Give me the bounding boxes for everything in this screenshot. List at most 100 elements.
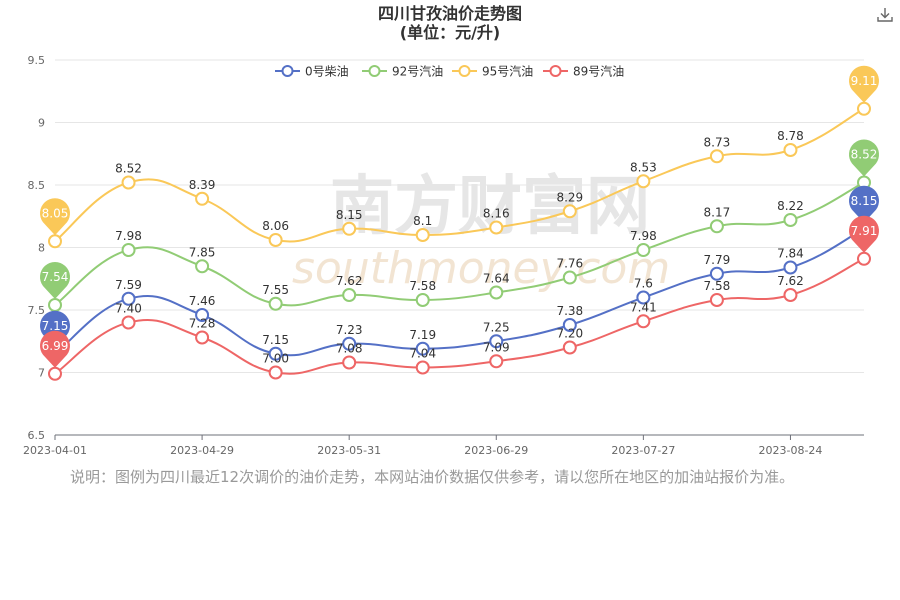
data-label: 7.28	[189, 317, 216, 331]
markpoint-pin	[40, 262, 70, 299]
data-label: 8.06	[262, 219, 289, 233]
data-label: 8.53	[630, 160, 657, 174]
line-chart: 南方财富网southmoney.com6.577.588.599.52023-0…	[23, 54, 880, 457]
data-label: 7.04	[409, 347, 436, 361]
data-point	[636, 243, 651, 257]
data-point	[562, 340, 577, 355]
y-tick-label: 6.5	[28, 429, 46, 442]
x-tick-label: 2023-05-31	[317, 444, 381, 457]
data-point	[709, 219, 724, 234]
markpoint-label: 8.52	[851, 148, 878, 162]
markpoint-label: 8.05	[42, 206, 69, 220]
data-label: 7.23	[336, 323, 363, 337]
data-point	[783, 288, 798, 302]
data-point	[195, 330, 210, 345]
data-label: 8.52	[115, 162, 142, 176]
legend-marker	[549, 65, 562, 77]
data-label: 7.00	[262, 352, 289, 366]
markpoint-label: 7.15	[42, 319, 69, 333]
markpoint-pin	[849, 185, 880, 223]
markpoint-label: 9.11	[851, 74, 878, 88]
x-tick-label: 2023-04-01	[23, 444, 87, 457]
data-label: 8.39	[189, 178, 216, 192]
data-point	[636, 314, 651, 329]
legend-label: 89号汽油	[573, 64, 624, 79]
data-point	[121, 243, 136, 257]
data-point	[48, 366, 62, 381]
y-tick-label: 7	[38, 367, 45, 380]
data-label: 7.19	[409, 328, 436, 342]
data-point	[342, 288, 357, 302]
series-line	[54, 181, 865, 307]
data-label: 8.73	[704, 135, 731, 149]
chart-title: 四川甘孜油价走势图 (单位：元/升)	[0, 4, 900, 42]
data-point	[48, 298, 62, 312]
x-tick-label: 2023-07-27	[611, 444, 675, 457]
data-label: 7.25	[483, 320, 510, 334]
data-point	[636, 174, 651, 189]
data-point	[415, 293, 430, 307]
data-point	[562, 318, 577, 332]
y-tick-label: 9.5	[28, 54, 46, 67]
watermark-domain: southmoney.com	[292, 243, 670, 294]
series-line	[54, 227, 865, 357]
markpoint-pin	[40, 198, 70, 236]
data-point	[783, 260, 798, 275]
markpoint-pin	[849, 215, 880, 253]
download-icon[interactable]	[876, 6, 894, 24]
data-label: 8.1	[413, 214, 432, 228]
data-label: 7.62	[777, 274, 804, 288]
y-tick-label: 8	[38, 242, 45, 255]
data-point	[415, 228, 430, 242]
data-label: 7.85	[189, 245, 216, 259]
y-tick-label: 8.5	[28, 179, 46, 192]
data-point	[121, 315, 136, 330]
data-label: 8.22	[777, 199, 804, 213]
markpoint-pin	[849, 65, 879, 103]
data-label: 7.62	[336, 274, 363, 288]
data-label: 8.16	[483, 207, 510, 221]
x-tick-label: 2023-04-29	[170, 444, 234, 457]
data-point	[342, 336, 357, 351]
data-label: 8.15	[336, 208, 363, 222]
data-label: 7.41	[630, 300, 657, 314]
data-label: 7.76	[556, 257, 583, 271]
series-line	[54, 257, 865, 375]
data-point	[268, 346, 283, 361]
data-label: 7.58	[704, 279, 731, 293]
x-tick-label: 2023-06-29	[464, 444, 528, 457]
data-label: 8.29	[556, 190, 583, 204]
legend-marker	[458, 65, 471, 77]
chart-title-main: 四川甘孜油价走势图	[377, 4, 522, 23]
series-line	[54, 107, 865, 243]
data-point	[195, 259, 210, 274]
data-label: 8.78	[777, 129, 804, 143]
data-label: 7.15	[262, 333, 289, 347]
data-point	[857, 251, 871, 266]
chart-note: 说明：图例为四川最近12次调价的油价走势，本网站油价数据仅供参考，请以您所在地区…	[70, 468, 795, 486]
data-point	[489, 285, 504, 300]
data-point	[268, 365, 283, 380]
markpoint-label: 8.15	[851, 194, 878, 208]
data-label: 7.20	[556, 327, 583, 341]
data-label: 7.40	[115, 302, 142, 316]
data-point	[857, 101, 871, 116]
data-label: 7.98	[115, 229, 142, 243]
data-point	[562, 204, 577, 219]
data-point	[489, 220, 504, 235]
markpoint-pin	[40, 330, 70, 368]
data-label: 7.55	[262, 283, 289, 297]
data-point	[342, 221, 357, 236]
data-label: 7.84	[777, 247, 804, 261]
data-point	[415, 341, 430, 356]
data-point	[783, 213, 798, 227]
data-label: 7.6	[634, 277, 653, 291]
data-point	[415, 360, 430, 375]
data-point	[709, 149, 724, 164]
y-tick-label: 7.5	[28, 304, 46, 317]
legend-marker	[368, 65, 381, 77]
legend-marker	[281, 65, 294, 77]
data-label: 8.17	[704, 205, 731, 219]
data-point	[268, 233, 283, 247]
y-tick-label: 9	[38, 117, 45, 130]
